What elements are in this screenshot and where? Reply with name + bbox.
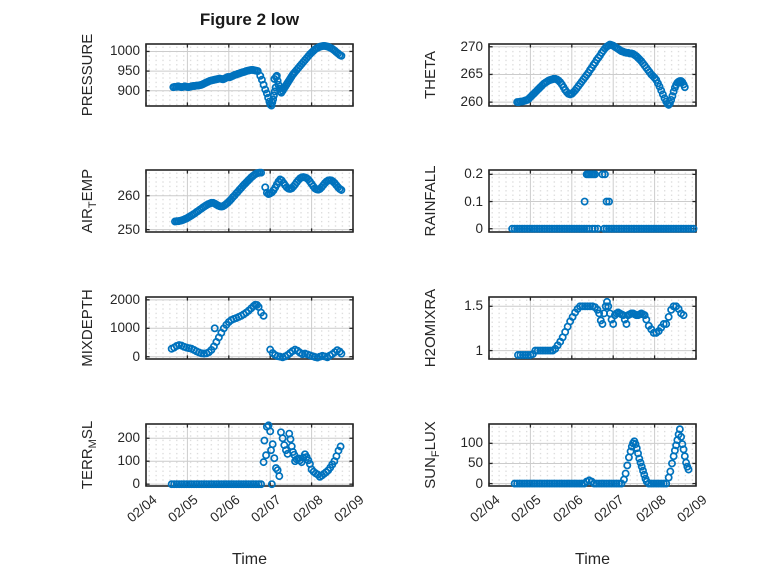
data-markers-theta [513, 40, 689, 109]
plot-area-pressure [145, 42, 354, 110]
y-tick-label: 270 [460, 38, 483, 54]
y-tick-label: 0 [475, 220, 483, 236]
y-axis-label-terr-msl: TERRMSL [79, 420, 99, 490]
x-axis-label-left: Time [232, 551, 267, 568]
data-markers-terr-msl [167, 421, 345, 489]
data-markers-h2omixra [514, 297, 688, 359]
y-tick-label: 1000 [109, 43, 140, 59]
plot-area-theta [488, 40, 697, 109]
plot-area-h2omixra [488, 296, 697, 360]
y-tick-label: 900 [117, 82, 140, 98]
y-tick-label: 50 [467, 455, 483, 471]
plot-area-air-temp [145, 168, 354, 233]
data-markers-pressure [169, 42, 346, 110]
y-axis-label-sun-flux: SUNFLUX [422, 421, 442, 489]
y-tick-label: 250 [117, 221, 140, 237]
data-markers-mixdepth [167, 300, 346, 362]
figure-title: Figure 2 low [199, 10, 300, 29]
y-tick-label: 100 [460, 435, 483, 451]
plot-area-rainfall [488, 169, 698, 233]
y-tick-label: 260 [117, 187, 140, 203]
y-tick-label: 1000 [109, 320, 140, 336]
y-tick-label: 0 [132, 348, 140, 364]
y-tick-label: 0.2 [464, 166, 483, 182]
data-markers-air-temp [171, 168, 346, 226]
x-axis-label-right: Time [575, 551, 610, 568]
y-tick-label: 1.5 [464, 298, 483, 314]
y-tick-label: 950 [117, 63, 140, 79]
plot-area-terr-msl [145, 421, 354, 489]
y-tick-label: 265 [460, 66, 483, 82]
y-tick-label: 200 [117, 430, 140, 446]
y-tick-label: 1 [475, 342, 483, 358]
y-tick-label: 0.1 [464, 193, 483, 209]
y-tick-label: 100 [117, 453, 140, 469]
plot-area-sun-flux [488, 423, 697, 488]
data-markers-sun-flux [510, 425, 693, 488]
data-markers-rainfall [508, 170, 698, 233]
y-tick-label: 0 [475, 475, 483, 491]
plot-area-mixdepth [145, 296, 354, 362]
y-tick-label: 2000 [109, 291, 140, 307]
y-tick-label: 260 [460, 94, 483, 110]
y-tick-label: 0 [132, 476, 140, 492]
